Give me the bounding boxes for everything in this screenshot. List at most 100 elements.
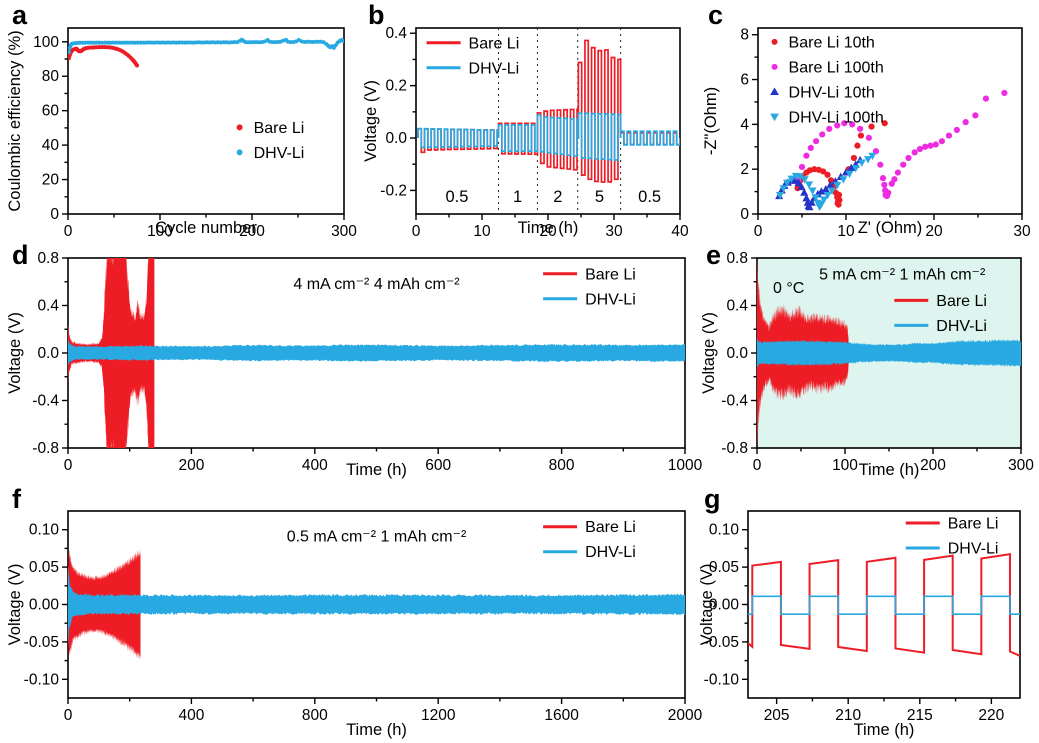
annotation: 0 °C <box>773 280 804 297</box>
x-axis-label: Time (h) <box>854 721 915 739</box>
svg-text:300: 300 <box>1008 457 1034 474</box>
svg-text:800: 800 <box>549 457 575 474</box>
y-axis-label: Voltage (V) <box>698 564 716 646</box>
svg-text:205: 205 <box>764 707 790 724</box>
panel-a-label: a <box>12 0 28 30</box>
svg-text:20: 20 <box>925 223 943 240</box>
legend-label-0: Bare Li <box>469 35 520 52</box>
tick-labels: 205 210 215 220 -0.10 -0.05 0.00 0.05 0.10 <box>704 522 1005 724</box>
svg-text:-0.05: -0.05 <box>24 634 59 651</box>
series-dhv-li-100th <box>776 152 877 212</box>
svg-text:6: 6 <box>740 72 749 89</box>
panel-d-label: d <box>12 240 29 270</box>
svg-text:0: 0 <box>64 223 73 240</box>
panel-f-chart: 0 400 800 1200 1600 2000 -0.10 -0.05 0.00 0.05 0.1… <box>6 510 703 739</box>
series-bare-li <box>68 258 155 448</box>
panel-g: g 205 210 215 220 -0.10 -0.05 0.00 0.05 0.10 Time… <box>698 484 1038 742</box>
series-bare-li <box>417 39 680 183</box>
rate-label: 1 <box>513 188 522 206</box>
series-dhv-li <box>68 37 344 55</box>
svg-text:0.05: 0.05 <box>29 559 59 576</box>
svg-text:0.0: 0.0 <box>726 345 748 362</box>
x-axis-label: Time (h) <box>859 461 920 479</box>
annotation: 4 mA cm⁻² 4 mAh cm⁻² <box>293 276 460 293</box>
legend-label-1: DHV-Li <box>469 60 520 77</box>
svg-text:400: 400 <box>302 457 328 474</box>
svg-text:10: 10 <box>837 223 855 240</box>
ticks <box>751 257 1022 454</box>
ticks <box>410 32 681 220</box>
svg-text:-0.10: -0.10 <box>704 671 740 688</box>
svg-text:100: 100 <box>147 223 173 240</box>
svg-text:4: 4 <box>740 116 749 133</box>
annotation: 0.5 mA cm⁻² 1 mAh cm⁻² <box>287 529 467 546</box>
y-axis-label: Voltage (V) <box>362 80 380 162</box>
svg-text:20: 20 <box>42 172 60 189</box>
legend-label-1: DHV-Li <box>948 541 999 558</box>
x-axis-label: Time (h) <box>518 219 579 237</box>
panel-b: b 0 10 20 30 40 -0.2 0.0 0.2 0.4 Time (h) Voltage … <box>362 0 692 240</box>
tick-labels: 0 10 20 30 0 2 4 6 8 <box>740 27 1031 240</box>
legend-swatch-1 <box>236 149 243 156</box>
svg-text:400: 400 <box>178 707 204 724</box>
panel-c-chart: 0 10 20 30 0 2 4 6 8 Z' (Ohm) -Z"(Ohm) Bare Li 10th… <box>702 27 1031 240</box>
legend-label-1: DHV-Li <box>936 318 987 335</box>
x-axis-label: Cycle number <box>155 219 257 237</box>
series-dhv-li <box>748 595 1020 616</box>
legend: Bare Li DHV-Li <box>905 516 999 558</box>
legend-swatch-3 <box>770 113 779 122</box>
svg-text:1600: 1600 <box>544 707 579 724</box>
svg-text:220: 220 <box>978 707 1004 724</box>
svg-text:80: 80 <box>42 68 60 85</box>
y-axis-label: -Z"(Ohm) <box>702 87 720 155</box>
svg-text:200: 200 <box>920 457 946 474</box>
svg-text:1200: 1200 <box>421 707 456 724</box>
svg-text:0: 0 <box>753 457 762 474</box>
svg-text:0: 0 <box>412 223 421 240</box>
series-group <box>775 89 1008 212</box>
tick-labels: 0 100 200 300 0 20 40 60 80 100 <box>33 34 357 240</box>
legend-label-0: Bare Li <box>585 266 636 283</box>
panel-c: c 0 10 20 30 0 2 4 6 8 Z' (Ohm) -Z"(Ohm) Bare Li 10… <box>702 0 1038 240</box>
legend: Bare Li DHV-Li <box>543 519 636 561</box>
series-group <box>417 39 680 183</box>
tick-labels: 0 100 200 300 -0.8 -0.4 0.0 0.4 0.8 <box>721 250 1034 474</box>
svg-text:0: 0 <box>50 206 59 223</box>
y-axis-label: Voltage (V) <box>6 312 24 394</box>
panel-e: e 0 100 200 300 -0.8 -0.4 0.0 0.4 0.8 Time (h) Vol… <box>700 240 1038 482</box>
svg-text:-0.4: -0.4 <box>721 393 748 410</box>
legend-label-1: DHV-Li <box>254 145 305 162</box>
legend-label-2: DHV-Li 10th <box>789 84 875 101</box>
legend: Bare Li DHV-Li <box>236 120 305 162</box>
series-dhv-li <box>68 338 685 366</box>
ticks <box>742 529 993 704</box>
annotation: 5 mA cm⁻² 1 mAh cm⁻² <box>819 267 986 284</box>
legend-swatch-2 <box>770 87 779 96</box>
svg-text:200: 200 <box>239 223 265 240</box>
series-group <box>748 553 1020 657</box>
legend-swatch-1 <box>771 63 778 70</box>
legend: Bare Li DHV-Li <box>426 35 520 77</box>
svg-text:100: 100 <box>832 457 858 474</box>
y-axis-label: Voltage (V) <box>700 312 718 394</box>
legend-label-0: Bare Li 10th <box>789 34 875 51</box>
legend-swatch-0 <box>236 124 243 131</box>
svg-text:0.4: 0.4 <box>37 298 59 315</box>
svg-text:100: 100 <box>33 34 59 51</box>
svg-text:0.0: 0.0 <box>37 345 59 362</box>
legend-label-3: DHV-Li 100th <box>789 109 884 126</box>
x-axis-label: Time (h) <box>346 461 407 479</box>
svg-text:0: 0 <box>740 206 749 223</box>
series-dhv-li <box>417 112 680 161</box>
svg-text:-0.8: -0.8 <box>721 440 748 457</box>
svg-text:30: 30 <box>1013 223 1031 240</box>
legend: Bare Li DHV-Li <box>543 266 636 308</box>
panel-a: a 0 100 200 300 0 20 40 60 80 100 Cycle number Coul… <box>6 0 358 240</box>
rate-label: 5 <box>595 188 604 206</box>
legend-label-0: Bare Li <box>936 293 987 310</box>
svg-text:40: 40 <box>671 223 689 240</box>
svg-text:0.8: 0.8 <box>726 250 748 267</box>
ticks <box>62 257 686 454</box>
svg-text:210: 210 <box>835 707 861 724</box>
